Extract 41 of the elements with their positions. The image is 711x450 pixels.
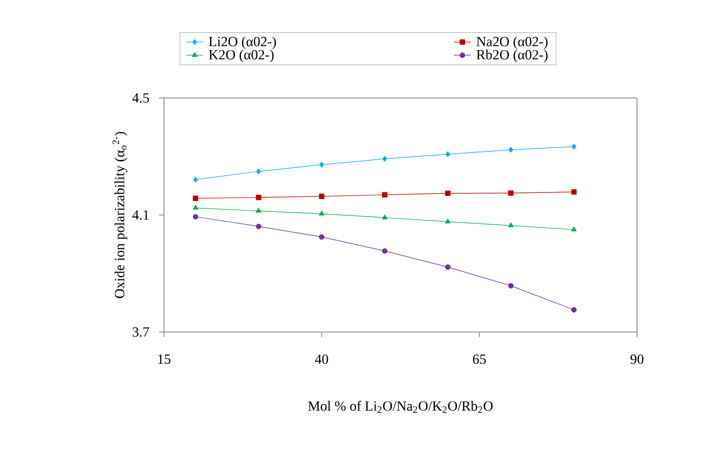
point xyxy=(508,190,514,196)
point xyxy=(508,283,514,288)
point xyxy=(382,192,388,198)
point xyxy=(256,208,262,213)
point xyxy=(318,210,324,216)
y-tick-label: 3.7 xyxy=(132,327,150,337)
point xyxy=(571,307,577,312)
point xyxy=(571,189,577,195)
point xyxy=(508,146,514,153)
point xyxy=(192,214,198,220)
point xyxy=(256,224,262,230)
point xyxy=(508,222,514,228)
point xyxy=(445,190,450,196)
point xyxy=(382,214,388,220)
x-tick-label: 90 xyxy=(630,354,644,364)
y-tick-label: 4.5 xyxy=(132,93,149,103)
point xyxy=(192,196,198,202)
point xyxy=(382,248,388,254)
legend-label: Li2O (α02-) xyxy=(208,36,276,50)
point xyxy=(319,162,324,168)
point xyxy=(445,264,450,270)
point xyxy=(571,226,577,232)
legend-label: K2O (α02-) xyxy=(208,50,274,62)
x-tick-label: 15 xyxy=(158,354,170,364)
y-tick-label: 4.1 xyxy=(132,210,149,220)
legend-label: Na2O (α02-) xyxy=(476,36,548,50)
legend-label: Rb2O (α02-) xyxy=(476,50,548,62)
point xyxy=(256,194,262,200)
point xyxy=(382,156,387,162)
text: Mol % of Li$_{2}$O/Na$_{2}$O/K$_{2}$O/Rb$_{2}$O xyxy=(308,400,493,413)
point xyxy=(318,194,324,199)
point xyxy=(192,204,198,210)
point xyxy=(572,144,576,150)
x-tick-label: 65 xyxy=(472,354,486,364)
point xyxy=(446,151,450,158)
point xyxy=(193,176,198,182)
point xyxy=(256,168,261,174)
y-axis-title: Oxide ion polarizability (α$_{o}$$^{2-}$) xyxy=(112,132,128,298)
point xyxy=(445,218,451,224)
point xyxy=(318,234,324,240)
x-tick-label: 40 xyxy=(314,354,328,364)
